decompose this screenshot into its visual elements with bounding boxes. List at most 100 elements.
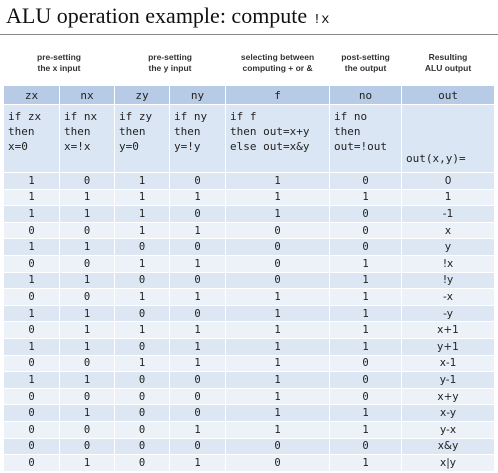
cell-ny: 0 bbox=[169, 371, 227, 389]
cell-f: 1 bbox=[225, 321, 331, 339]
alu-truth-table: pre-setting the x input pre-setting the … bbox=[3, 41, 496, 472]
cell-out: -x bbox=[401, 288, 496, 306]
cell-zy: 1 bbox=[114, 172, 171, 190]
page-title: ALU operation example: compute !x bbox=[6, 3, 330, 29]
cell-no: 1 bbox=[329, 271, 403, 290]
cell-ny: 1 bbox=[169, 454, 227, 472]
cell-zy: 0 bbox=[114, 371, 171, 389]
desc-out: out(x,y)= bbox=[401, 104, 496, 173]
table-row: 1 1 0 0 0 1 !y bbox=[3, 271, 496, 290]
cell-f: 0 bbox=[225, 454, 331, 472]
cell-ny: 1 bbox=[169, 254, 227, 273]
cell-nx: 1 bbox=[58, 337, 116, 356]
cell-no: 1 bbox=[329, 254, 403, 273]
cell-no: 1 bbox=[329, 420, 403, 439]
cell-zy: 1 bbox=[114, 188, 171, 207]
cell-nx: 0 bbox=[58, 354, 116, 373]
cell-zy: 1 bbox=[114, 321, 171, 339]
cell-zy: 0 bbox=[114, 387, 171, 406]
cell-zy: 0 bbox=[114, 404, 171, 422]
cell-nx: 1 bbox=[58, 404, 116, 422]
cell-nx: 1 bbox=[58, 321, 116, 339]
header-zy: zy bbox=[114, 85, 171, 105]
cell-f: 1 bbox=[225, 420, 331, 439]
cell-no: 1 bbox=[329, 288, 403, 306]
table-row: 0 1 0 1 0 1 x|y bbox=[3, 454, 496, 472]
cell-out: x+y bbox=[401, 387, 496, 406]
group-post-output: post-setting the output bbox=[329, 41, 402, 86]
cell-f: 0 bbox=[225, 437, 331, 456]
cell-nx: 0 bbox=[58, 288, 116, 306]
cell-zx: 0 bbox=[3, 437, 60, 456]
cell-out: x-y bbox=[401, 404, 496, 422]
cell-zx: 0 bbox=[3, 288, 60, 306]
desc-zy: if zy then y=0 bbox=[114, 104, 171, 173]
cell-f: 0 bbox=[225, 254, 331, 273]
table-row: 1 1 0 1 1 1 y+1 bbox=[3, 337, 496, 356]
cell-f: 0 bbox=[225, 221, 331, 240]
desc-f: if f then out=x+y else out=x&y bbox=[225, 104, 331, 173]
cell-no: 1 bbox=[329, 454, 403, 472]
title-code: !x bbox=[312, 12, 330, 28]
cell-ny: 1 bbox=[169, 288, 227, 306]
cell-no: 0 bbox=[329, 172, 403, 190]
cell-zy: 1 bbox=[114, 205, 171, 223]
cell-zy: 0 bbox=[114, 337, 171, 356]
cell-f: 1 bbox=[225, 205, 331, 223]
cell-zy: 0 bbox=[114, 454, 171, 472]
cell-zy: 1 bbox=[114, 354, 171, 373]
group-x-input: pre-setting the x input bbox=[3, 41, 115, 86]
cell-no: 1 bbox=[329, 404, 403, 422]
cell-zx: 0 bbox=[3, 321, 60, 339]
table-row: 0 1 0 0 1 1 x-y bbox=[3, 404, 496, 422]
cell-no: 0 bbox=[329, 371, 403, 389]
header-no: no bbox=[329, 85, 403, 105]
cell-zx: 0 bbox=[3, 420, 60, 439]
title-bar: ALU operation example: compute !x bbox=[0, 0, 498, 35]
cell-nx: 1 bbox=[58, 371, 116, 389]
table-row: 1 1 0 0 1 0 y-1 bbox=[3, 371, 496, 389]
cell-ny: 0 bbox=[169, 404, 227, 422]
cell-no: 1 bbox=[329, 337, 403, 356]
cell-nx: 1 bbox=[58, 271, 116, 290]
cell-no: 1 bbox=[329, 304, 403, 323]
cell-no: 0 bbox=[329, 387, 403, 406]
group-y-input: pre-setting the y input bbox=[114, 41, 226, 86]
cell-out: x|y bbox=[401, 454, 496, 472]
title-text: ALU operation example: compute bbox=[6, 3, 313, 28]
cell-f: 1 bbox=[225, 288, 331, 306]
table-row: 0 0 0 0 0 0 x&y bbox=[3, 437, 496, 456]
group-result: Resulting ALU output bbox=[401, 41, 495, 86]
cell-f: 0 bbox=[225, 238, 331, 256]
cell-zx: 1 bbox=[3, 205, 60, 223]
cell-out: y+1 bbox=[401, 337, 496, 356]
cell-zx: 1 bbox=[3, 238, 60, 256]
cell-nx: 0 bbox=[58, 254, 116, 273]
cell-out: !x bbox=[401, 254, 496, 273]
column-header-row: zx nx zy ny f no out bbox=[3, 85, 496, 105]
cell-nx: 1 bbox=[58, 188, 116, 207]
cell-out: y bbox=[401, 238, 496, 256]
cell-ny: 0 bbox=[169, 172, 227, 190]
cell-f: 1 bbox=[225, 188, 331, 207]
cell-zy: 1 bbox=[114, 288, 171, 306]
desc-ny: if ny then y=!y bbox=[169, 104, 227, 173]
table-row: 0 0 0 1 1 1 y-x bbox=[3, 420, 496, 439]
cell-zy: 0 bbox=[114, 437, 171, 456]
cell-zy: 1 bbox=[114, 254, 171, 273]
cell-zx: 0 bbox=[3, 354, 60, 373]
cell-ny: 0 bbox=[169, 304, 227, 323]
cell-out: x+1 bbox=[401, 321, 496, 339]
cell-no: 1 bbox=[329, 188, 403, 207]
cell-nx: 0 bbox=[58, 221, 116, 240]
header-zx: zx bbox=[3, 85, 60, 105]
header-ny: ny bbox=[169, 85, 227, 105]
cell-ny: 1 bbox=[169, 321, 227, 339]
cell-zx: 1 bbox=[3, 188, 60, 207]
table-row: 1 1 1 0 1 0 -1 bbox=[3, 205, 496, 223]
cell-out: -1 bbox=[401, 205, 496, 223]
cell-f: 0 bbox=[225, 271, 331, 290]
cell-ny: 0 bbox=[169, 238, 227, 256]
